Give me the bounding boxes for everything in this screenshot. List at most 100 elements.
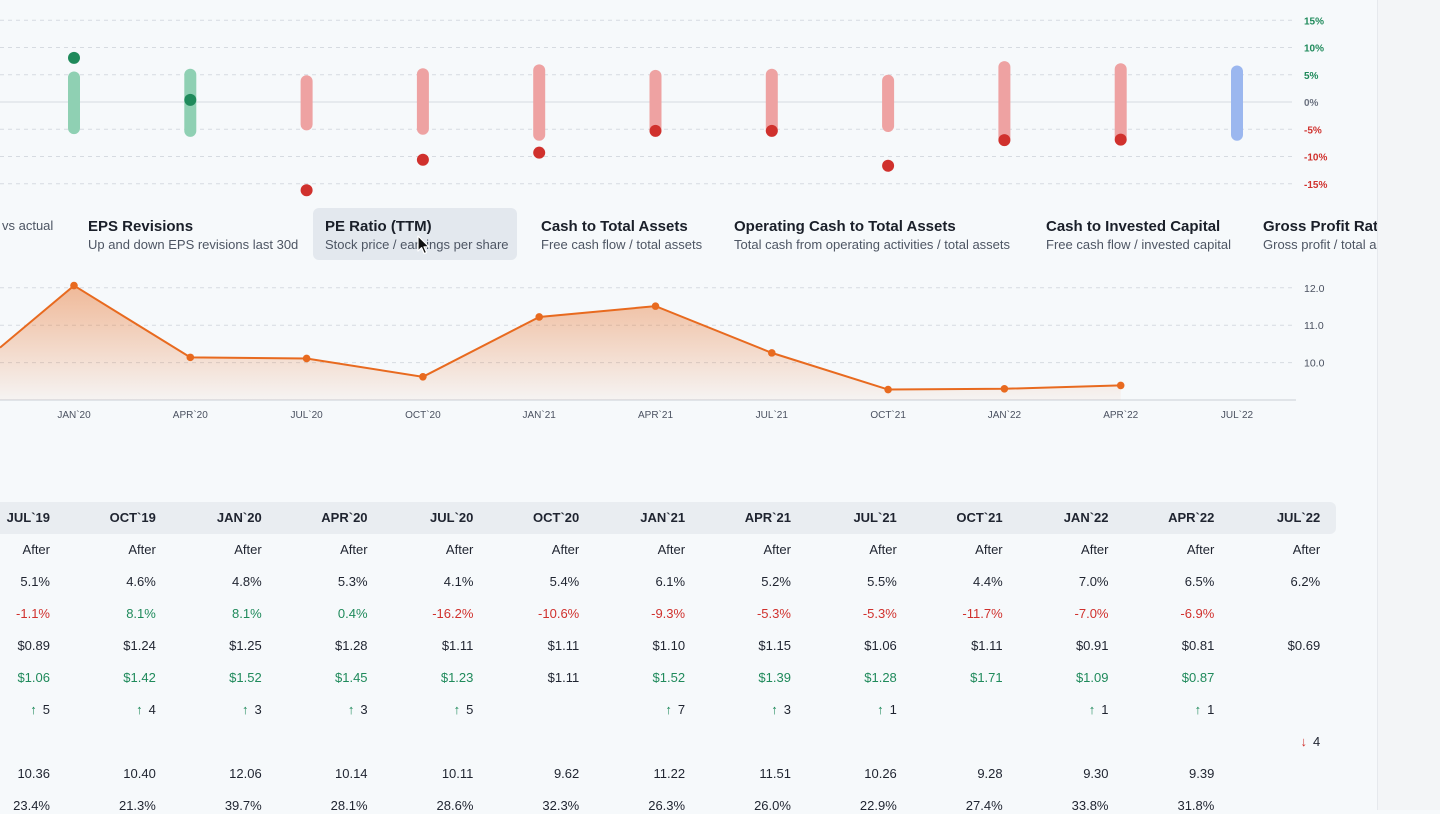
table-cell: -9.3%: [595, 606, 685, 622]
cell-value: -6.9%: [1180, 606, 1215, 621]
surprise-point[interactable]: [416, 153, 429, 166]
table-cell: 11.51: [701, 766, 791, 782]
surprise-point[interactable]: [300, 184, 313, 197]
tab-cash-to-invested-capital[interactable]: Cash to Invested Capital Free cash flow …: [1034, 208, 1243, 260]
column-header: JUL`20: [430, 510, 474, 525]
table-cell: ↑ 3: [172, 702, 262, 718]
cell-value: $1.09: [1075, 670, 1109, 685]
cell-value: 33.8%: [1071, 798, 1109, 813]
table-cell: 9.28: [913, 766, 1002, 782]
tab-cash-to-total-assets[interactable]: Cash to Total Assets Free cash flow / to…: [529, 208, 714, 260]
pe-data-point[interactable]: [535, 313, 543, 321]
pe-data-point[interactable]: [1116, 381, 1125, 390]
x-tick-label: JUL`21: [756, 409, 789, 421]
pe-data-point[interactable]: [186, 353, 195, 362]
pe-data-point[interactable]: [768, 349, 776, 357]
surprise-point[interactable]: [1114, 133, 1127, 146]
cell-value: 4.1%: [443, 574, 474, 589]
cell-value: 10.36: [17, 766, 50, 781]
tab-title: Cash to Total Assets: [541, 218, 688, 235]
x-tick-label: APR`20: [173, 409, 208, 421]
cell-value: 4: [1312, 734, 1321, 749]
tab-eps-revisions[interactable]: EPS Revisions Up and down EPS revisions …: [76, 208, 310, 260]
cell-value: 12.06: [229, 766, 262, 781]
cell-value: $0.89: [17, 638, 50, 653]
table-cell: After: [1019, 542, 1108, 558]
cell-value: $1.52: [652, 670, 686, 685]
surprise-point[interactable]: [533, 146, 546, 159]
x-tick-label: JAN`20: [57, 409, 91, 421]
table-cell: $0.81: [1124, 638, 1215, 654]
pe-ratio-chart: 10.0 11.0 12.0 JAN`20 APR`20 JUL`20 OCT`20 JAN`…: [0, 281, 1325, 421]
x-tick-label: JAN`21: [523, 409, 557, 421]
table-cell: ↑ 1: [1124, 702, 1215, 718]
cell-value: 6.2%: [1290, 574, 1321, 589]
pe-data-point[interactable]: [884, 385, 892, 394]
x-tick-label: JUL`20: [290, 409, 323, 421]
surprise-point[interactable]: [649, 124, 662, 137]
table-cell: $1.25: [172, 638, 262, 654]
table-cell: 7.0%: [1019, 574, 1109, 590]
cell-value: 6.1%: [655, 574, 686, 589]
pe-data-point[interactable]: [70, 281, 78, 290]
table-cell: $0.87: [1124, 670, 1215, 686]
tab-operating-cash-to-total-assets[interactable]: Operating Cash to Total Assets Total cas…: [722, 208, 1022, 260]
cell-value: 1: [889, 702, 897, 717]
table-cell: $1.11: [383, 638, 474, 654]
tab-pe-ratio[interactable]: PE Ratio (TTM) Stock price / earnings pe…: [313, 208, 517, 260]
x-tick-label: JAN`22: [988, 409, 1022, 421]
cell-value: 9.62: [553, 766, 580, 781]
cell-value: 4.6%: [126, 574, 156, 589]
pe-data-point[interactable]: [1000, 384, 1009, 393]
cell-value: -11.7%: [962, 606, 1003, 621]
table-cell: $1.52: [595, 670, 686, 686]
x-tick-label: OCT`20: [405, 409, 441, 421]
table-cell: ↓ 4: [1230, 734, 1320, 750]
cell-value: $0.91: [1075, 638, 1109, 653]
table-cell: After: [489, 542, 579, 558]
tab-subtitle: vs actual: [2, 218, 54, 233]
arrow-up-icon: ↑: [347, 702, 355, 717]
arrow-up-icon: ↑: [665, 702, 672, 717]
table-cell: 22.9%: [807, 798, 897, 814]
tab-title: Gross Profit Ratio: [1263, 218, 1377, 235]
cell-value: 10.14: [335, 766, 368, 781]
table-cell: $1.23: [383, 670, 474, 686]
cell-value: 32.3%: [542, 798, 580, 813]
x-tick-label: APR`22: [1103, 409, 1138, 421]
table-cell: $1.39: [701, 670, 791, 686]
pe-data-point[interactable]: [419, 373, 427, 381]
table-cell: After: [595, 542, 685, 558]
cell-value: $0.87: [1181, 670, 1215, 685]
x-tick-label: JUL`22: [1221, 409, 1254, 421]
table-cell: After: [383, 542, 473, 558]
surprise-point[interactable]: [882, 159, 895, 172]
table-cell: 5.4%: [489, 574, 580, 590]
table-cell: After: [278, 542, 368, 558]
cell-value: $1.39: [758, 670, 791, 685]
surprise-point[interactable]: [765, 124, 778, 137]
eps-surprise-chart: 15% 10% 5% 0% -5% -10% -15%: [0, 16, 1327, 197]
surprise-point[interactable]: [68, 51, 80, 64]
cell-value: $1.52: [229, 670, 262, 685]
table-cell: 10.14: [278, 766, 368, 782]
table-cell: -1.1%: [0, 606, 50, 622]
tab-gross-profit-ratio[interactable]: Gross Profit Ratio Gross profit / total …: [1251, 208, 1377, 260]
surprise-point[interactable]: [998, 134, 1011, 147]
cell-value: After: [763, 542, 791, 557]
table-cell: -6.9%: [1124, 606, 1214, 622]
pe-data-point[interactable]: [302, 354, 311, 363]
tab-eps-surprise[interactable]: vs actual: [0, 208, 65, 260]
cell-value: $1.45: [335, 670, 368, 685]
cell-value: After: [340, 542, 368, 557]
y-tick-label: 12.0: [1304, 283, 1325, 295]
pe-data-point[interactable]: [651, 302, 660, 310]
cell-value: -5.3%: [862, 606, 897, 621]
table-cell: 4.4%: [913, 574, 1003, 590]
cell-value: 28.6%: [436, 798, 474, 813]
surprise-point[interactable]: [184, 93, 197, 106]
cell-value: 5.5%: [867, 574, 897, 589]
cell-value: 21.3%: [118, 798, 156, 813]
table-cell: ↑ 3: [701, 702, 791, 718]
cell-value: $1.11: [547, 638, 580, 653]
